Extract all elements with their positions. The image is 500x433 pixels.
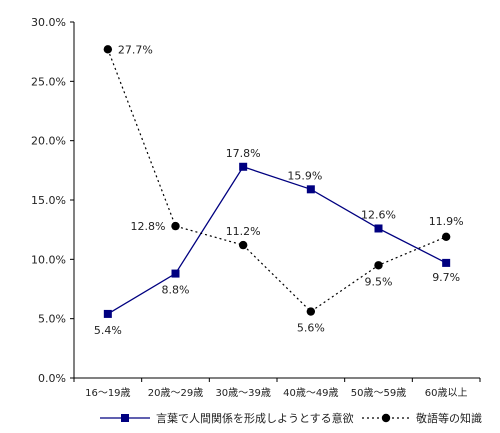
y-tick-label: 25.0% xyxy=(31,75,66,88)
y-tick-label: 15.0% xyxy=(31,194,66,207)
data-label: 9.5% xyxy=(365,275,393,288)
data-point xyxy=(374,224,383,233)
series-line xyxy=(107,49,447,313)
x-tick-label: 30歳～39歳 xyxy=(215,387,270,399)
y-axis-ticks: 0.0% 5.0% 10.0% 15.0% 20.0% 25.0% 30.0% xyxy=(31,16,74,385)
legend: 言葉で人間関係を形成しようとする意欲 敬語等の知識 xyxy=(100,411,482,425)
data-label: 5.4% xyxy=(94,324,122,337)
x-tick-label: 20歳～29歳 xyxy=(148,387,203,399)
data-point xyxy=(306,307,316,316)
legend-marker-series-1 xyxy=(121,414,129,422)
series-group: 5.4% 8.8% 17.8% 15.9% 12.6% 9.7% 27.7% 12.8% 11.… xyxy=(94,43,464,337)
y-tick-label: 10.0% xyxy=(31,253,66,266)
x-tick-label: 16～19歳 xyxy=(85,387,130,399)
legend-marker-series-2 xyxy=(381,413,391,423)
data-label: 9.7% xyxy=(432,271,460,284)
x-tick-label: 40歳～49歳 xyxy=(283,387,338,399)
data-point xyxy=(306,185,315,194)
series-line xyxy=(107,165,447,315)
data-point xyxy=(374,261,383,270)
y-tick-label: 5.0% xyxy=(38,313,66,326)
data-label: 17.8% xyxy=(226,147,261,160)
data-label: 15.9% xyxy=(287,169,322,182)
series-1: 5.4% 8.8% 17.8% 15.9% 12.6% 9.7% xyxy=(94,147,460,337)
data-label: 11.9% xyxy=(429,215,464,228)
data-point xyxy=(103,309,112,318)
data-point xyxy=(441,232,451,241)
axes xyxy=(73,22,480,379)
series-2: 27.7% 12.8% 11.2% 5.6% 9.5% 11.9% xyxy=(103,43,464,335)
legend-label-series-2: 敬語等の知識 xyxy=(416,411,482,425)
data-label: 11.2% xyxy=(226,225,261,238)
data-label: 12.8% xyxy=(131,220,166,233)
data-label: 12.6% xyxy=(361,208,396,221)
data-point xyxy=(103,45,113,54)
data-point xyxy=(171,269,180,278)
data-point xyxy=(239,162,248,171)
y-tick-label: 30.0% xyxy=(31,16,66,29)
y-tick-label: 20.0% xyxy=(31,135,66,148)
data-label: 8.8% xyxy=(162,284,190,297)
x-axis-ticks: 16～19歳 20歳～29歳 30歳～39歳 40歳～49歳 50歳～59歳 60歳以上 xyxy=(73,378,481,399)
legend-label-series-1: 言葉で人間関係を形成しようとする意欲 xyxy=(156,411,354,425)
data-point xyxy=(238,240,248,250)
data-point xyxy=(442,258,451,267)
data-label: 5.6% xyxy=(297,322,325,335)
x-tick-label: 60歳以上 xyxy=(425,387,468,399)
data-point xyxy=(171,221,180,231)
x-tick-label: 50歳～59歳 xyxy=(351,387,406,399)
y-tick-label: 0.0% xyxy=(38,372,66,385)
data-label: 27.7% xyxy=(118,43,153,56)
